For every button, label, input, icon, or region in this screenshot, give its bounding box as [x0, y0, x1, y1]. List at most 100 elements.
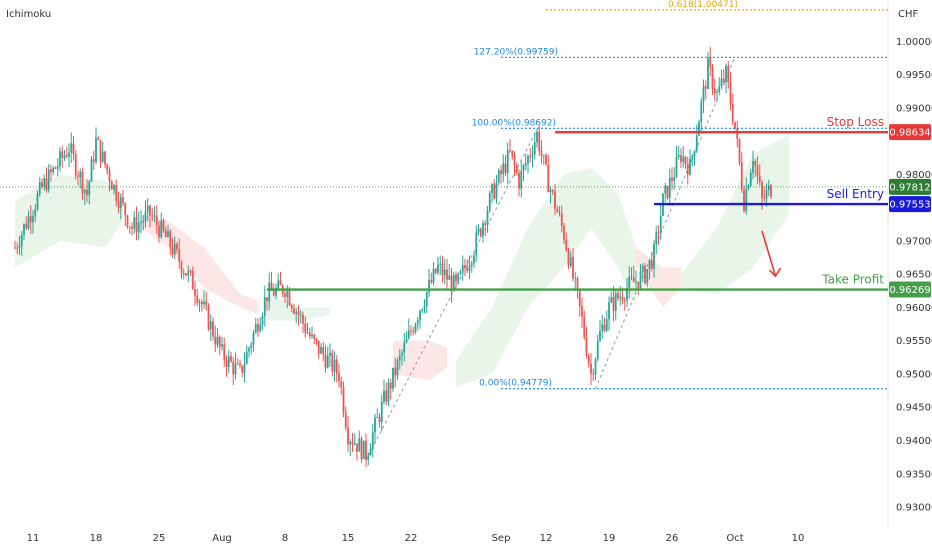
candle-body — [131, 226, 133, 229]
cloud-segment — [636, 247, 681, 308]
candle-body — [538, 131, 541, 152]
candle-body — [155, 215, 158, 226]
candle-body — [412, 331, 415, 333]
candle-body — [689, 159, 691, 175]
stop-loss-tag — [889, 124, 931, 141]
time-axis[interactable]: 11 18 25 Aug 8 15 22 Sep 12 19 26 Oct 10 — [27, 533, 805, 544]
candle-body — [675, 157, 678, 177]
candle-body — [700, 101, 703, 123]
candle-body — [473, 255, 475, 264]
candle-body — [448, 275, 451, 280]
candle-body — [18, 246, 21, 248]
candle-body — [468, 265, 471, 272]
candle-body — [383, 390, 385, 402]
candle-body — [378, 417, 381, 422]
candle-body — [601, 324, 604, 331]
candle-body — [745, 188, 748, 212]
currency-label: CHF — [898, 9, 919, 20]
candle-body — [245, 351, 248, 364]
candle-body — [41, 182, 43, 187]
candle-body — [178, 249, 181, 263]
time-tick-label: Oct — [726, 533, 743, 544]
candle-body — [527, 156, 529, 164]
candle-body — [277, 280, 280, 289]
candle-body — [727, 65, 730, 83]
candle-body — [500, 170, 502, 175]
candle-body — [450, 275, 453, 292]
candle-body — [704, 86, 707, 89]
candle-body — [682, 156, 685, 162]
cloud-segment — [681, 134, 789, 295]
candle-body — [599, 330, 601, 341]
candle-body — [419, 310, 421, 321]
candle-body — [286, 291, 289, 297]
candle-body — [194, 289, 196, 296]
candle-body — [160, 220, 163, 238]
candle-body — [529, 156, 532, 158]
candle-body — [446, 269, 448, 280]
candle-body — [729, 82, 732, 104]
candle-body — [252, 332, 255, 345]
candle-body — [668, 177, 671, 198]
candle-body — [614, 293, 617, 311]
candle-body — [504, 163, 507, 173]
candle-body — [38, 182, 41, 194]
candle-body — [293, 308, 295, 314]
candle-body — [569, 256, 572, 266]
candle-body — [578, 290, 581, 307]
candle-body — [248, 348, 250, 352]
candle-body — [452, 274, 455, 292]
candle-body — [720, 78, 723, 87]
candle-body — [549, 189, 552, 193]
candle-body — [351, 441, 354, 445]
candle-body — [542, 155, 545, 157]
candle-body — [374, 417, 376, 433]
candle-body — [126, 215, 129, 227]
candle-body — [677, 155, 680, 158]
candle-body — [90, 159, 93, 182]
candle-body — [189, 270, 192, 272]
candle-body — [585, 337, 588, 356]
candle-body — [212, 321, 214, 337]
candle-body — [164, 230, 167, 237]
candle-body — [387, 382, 390, 402]
candle-body — [464, 265, 466, 269]
candle-body — [623, 300, 626, 302]
candle-body — [718, 86, 721, 92]
candle-body — [457, 273, 460, 282]
candle-body — [567, 250, 570, 266]
candle-body — [403, 342, 406, 353]
candle-body — [29, 216, 32, 223]
candle-body — [558, 212, 561, 214]
candle-body — [124, 202, 127, 216]
candle-body — [711, 66, 714, 89]
candle-body — [725, 65, 727, 82]
take-profit-tag-text: 0.96269 — [889, 285, 930, 296]
candle-body — [455, 274, 457, 282]
candle-body — [574, 277, 577, 279]
fib-level-label: 127.20%(0.99759) — [474, 47, 558, 57]
candle-body — [707, 57, 709, 89]
candle-body — [110, 181, 113, 190]
candle-body — [686, 163, 689, 175]
candle-body — [167, 231, 169, 237]
candle-body — [72, 143, 75, 155]
candle-body — [493, 184, 496, 199]
candle-body — [362, 440, 365, 460]
candle-body — [486, 210, 489, 225]
candle-body — [344, 412, 347, 428]
candle-body — [250, 344, 253, 349]
candle-body — [617, 293, 619, 299]
candle-body — [119, 197, 122, 209]
